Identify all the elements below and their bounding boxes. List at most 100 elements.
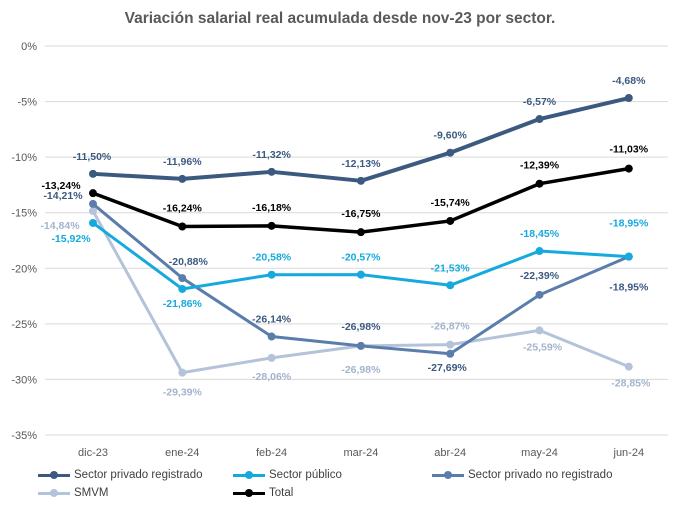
data-label-sector-privado-registrado: -12,13% <box>341 158 381 170</box>
data-label-total: -16,24% <box>163 202 203 214</box>
y-tick-label: -15% <box>11 208 37 220</box>
data-point-sector-privado-registrado <box>446 148 455 157</box>
data-point-sector-privado-no-registrado <box>178 274 187 283</box>
data-point-total <box>178 222 187 231</box>
data-label-sector-privado-no-registrado: -22,39% <box>520 270 560 282</box>
data-point-sector-privado-no-registrado <box>535 290 544 299</box>
data-label-smvm: -14,84% <box>40 220 80 232</box>
data-label-smvm: -26,87% <box>431 321 471 333</box>
x-tick-label: mar-24 <box>343 447 378 459</box>
legend-item-sector-privado-no-registrado: Sector privado no registrado <box>432 466 612 484</box>
data-point-sector-privado-no-registrado <box>446 349 455 358</box>
x-tick-label: may-24 <box>521 447 558 459</box>
data-label-total: -16,75% <box>341 208 381 220</box>
data-label-sector-privado-no-registrado: -14,21% <box>43 190 83 202</box>
data-label-sector-privado-registrado: -11,96% <box>163 156 202 168</box>
x-axis-ticks: dic-23 ene-24 feb-24 mar-24 abr-24 may-24 jun-… <box>78 447 644 459</box>
data-label-sector-privado-registrado: -11,50% <box>73 151 112 163</box>
legend-item-total: Total <box>233 484 293 502</box>
data-label-sector-privado-no-registrado: -20,88% <box>169 256 209 268</box>
legend-label: Sector público <box>269 469 342 481</box>
data-point-sector-publico <box>535 247 544 256</box>
x-tick-label: dic-23 <box>78 447 108 459</box>
data-point-smvm <box>535 326 544 335</box>
gridlines <box>45 45 668 436</box>
data-label-smvm: -28,06% <box>252 371 292 383</box>
y-tick-label: -20% <box>11 263 37 275</box>
data-label-sector-privado-registrado: -4,68% <box>612 75 646 87</box>
data-point-sector-privado-no-registrado <box>89 199 97 208</box>
data-point-sector-privado-registrado <box>178 174 187 183</box>
data-point-sector-publico <box>178 284 187 293</box>
data-label-smvm: -29,39% <box>163 387 203 399</box>
y-tick-label: -5% <box>17 97 37 109</box>
data-label-sector-privado-no-registrado: -27,69% <box>428 362 468 374</box>
data-point-smvm <box>624 362 633 371</box>
x-tick-label: ene-24 <box>165 447 199 459</box>
data-point-total <box>535 179 544 188</box>
data-label-sector-publico: -20,57% <box>341 252 381 264</box>
y-tick-label: -30% <box>11 374 37 386</box>
data-label-sector-privado-registrado: -6,57% <box>523 96 557 108</box>
data-label-smvm: -28,85% <box>611 378 651 390</box>
data-point-sector-publico <box>89 218 97 227</box>
data-point-total <box>624 164 633 173</box>
legend-swatch <box>38 469 70 481</box>
data-label-sector-publico: -18,95% <box>609 218 649 230</box>
data-point-smvm <box>178 368 187 377</box>
data-point-total <box>446 216 455 225</box>
y-tick-label: -35% <box>11 430 37 442</box>
data-label-sector-publico: -21,53% <box>431 262 471 274</box>
data-point-total <box>267 221 276 230</box>
data-point-sector-privado-no-registrado <box>267 332 276 341</box>
data-label-smvm: -26,98% <box>341 364 381 376</box>
data-label-sector-publico: -18,45% <box>520 228 560 240</box>
legend-label: Total <box>269 487 294 499</box>
x-tick-label: jun-24 <box>613 447 645 459</box>
data-label-sector-publico: -20,58% <box>252 252 292 264</box>
data-point-sector-publico <box>624 252 633 261</box>
data-label-total: -12,39% <box>520 160 560 172</box>
data-point-sector-privado-registrado <box>89 169 97 178</box>
legend-item-sector-privado-registrado: Sector privado registrado <box>38 466 202 484</box>
y-tick-label: 0% <box>21 41 37 53</box>
data-label-total: -13,24% <box>41 180 81 192</box>
data-point-sector-privado-registrado <box>356 176 365 185</box>
data-label-total: -15,74% <box>431 197 471 209</box>
legend-label: Sector privado no registrado <box>468 469 613 481</box>
data-label-sector-publico: -15,92% <box>51 233 91 245</box>
data-labels: -11,50% -11,96% -11,32% -12,13% -9,60% -6,57%… <box>40 75 651 399</box>
legend-swatch <box>432 469 464 481</box>
data-label-total: -16,18% <box>252 202 292 214</box>
data-label-sector-privado-no-registrado: -26,14% <box>252 314 292 326</box>
y-axis-ticks: 0% -5% -10% -15% -20% -25% -30% -35% <box>11 41 37 442</box>
legend-swatch <box>233 469 265 481</box>
legend-label: SMVM <box>74 487 109 499</box>
legend-item-smvm: SMVM <box>38 484 109 502</box>
data-point-sector-publico <box>446 281 455 290</box>
y-tick-label: -10% <box>11 152 37 164</box>
data-point-sector-privado-no-registrado <box>356 341 365 350</box>
data-point-smvm <box>89 206 97 215</box>
x-tick-label: abr-24 <box>434 447 466 459</box>
legend-item-sector-publico: Sector público <box>233 466 342 484</box>
data-point-sector-publico <box>267 270 276 279</box>
legend-swatch <box>38 487 70 499</box>
x-tick-label: feb-24 <box>256 447 287 459</box>
y-tick-label: -25% <box>11 319 37 331</box>
chart-title: Variación salarial real acumulada desde … <box>124 10 556 27</box>
data-label-total: -11,03% <box>610 144 649 156</box>
series-lines <box>89 94 633 377</box>
data-point-total <box>89 189 97 198</box>
data-label-sector-privado-registrado: -11,32% <box>252 149 291 161</box>
data-label-sector-privado-registrado: -9,60% <box>434 130 468 142</box>
data-point-smvm <box>446 340 455 349</box>
data-point-sector-privado-registrado <box>535 115 544 124</box>
data-label-smvm: -25,59% <box>523 341 563 353</box>
data-label-sector-publico: -21,86% <box>163 298 203 310</box>
legend-swatch <box>233 487 265 499</box>
data-label-sector-privado-no-registrado: -26,98% <box>341 321 381 333</box>
legend-label: Sector privado registrado <box>74 469 203 481</box>
data-point-sector-publico <box>356 270 365 279</box>
